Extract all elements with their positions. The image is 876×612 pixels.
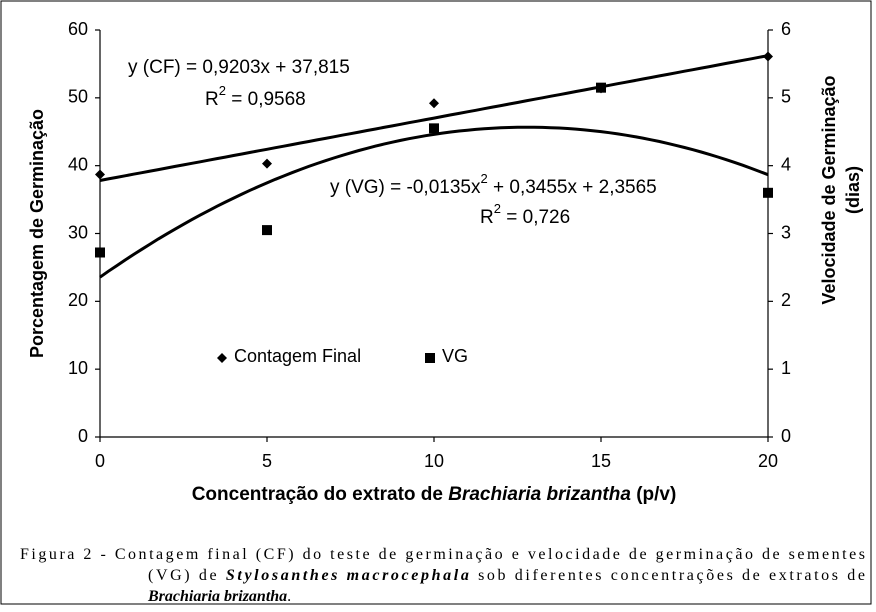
y-axis-label: Porcentagem de Germinação <box>27 109 47 358</box>
caption-line: Figura 2 - Contagem final (CF) do teste … <box>20 546 865 563</box>
x-axis-label-part: Brachiaria brizantha <box>448 484 631 505</box>
annotation-sup: 2 <box>480 171 487 186</box>
point <box>262 158 272 169</box>
legend-marker <box>217 353 227 363</box>
legend-label: VG <box>442 346 468 366</box>
caption-line: (VG) de Stylosanthes macrocephala sob di… <box>148 567 865 584</box>
caption-text: Stylosanthes macrocephala <box>226 567 469 584</box>
point <box>763 187 773 198</box>
y-tick-label: 20 <box>68 290 88 310</box>
x-tick-label: 0 <box>95 451 105 471</box>
x-tick-label: 10 <box>424 451 444 471</box>
x-axis-label-part: (p/v) <box>631 484 676 505</box>
annotation-text: R <box>480 207 494 228</box>
annotation-text: y (VG) = -0,0135x <box>330 177 481 198</box>
caption-text: Brachiaria brizantha <box>147 588 287 605</box>
y2-tick-label: 4 <box>781 154 791 174</box>
y-tick-label: 40 <box>68 154 88 174</box>
y2-tick-label: 6 <box>781 19 791 39</box>
trendline <box>99 54 769 182</box>
y2-tick-label: 2 <box>781 290 791 310</box>
y-tick-label: 0 <box>78 426 88 446</box>
y-tick-label: 60 <box>68 19 88 39</box>
annotation: y (CF) = 0,9203x + 37,815 <box>128 57 350 78</box>
x-tick-label: 5 <box>262 451 272 471</box>
point <box>429 123 439 134</box>
annotation-text: y (CF) = 0,9203x + 37,815 <box>128 57 350 78</box>
annotation: R2 = 0,726 <box>480 201 570 228</box>
point <box>429 98 439 109</box>
x-axis-label: Concentração do extrato de Brachiaria br… <box>192 484 677 505</box>
point <box>262 225 272 236</box>
annotation: R2 = 0,9568 <box>205 83 306 110</box>
caption-text: (VG) de <box>148 567 223 584</box>
x-tick-label: 15 <box>591 451 611 471</box>
y-tick-label: 30 <box>68 222 88 242</box>
y-tick-label: 50 <box>68 87 88 107</box>
y-tick-label: 10 <box>68 358 88 378</box>
y2-tick-label: 5 <box>781 87 791 107</box>
point <box>95 247 105 258</box>
point <box>95 169 105 180</box>
annotation: y (VG) = -0,0135x2 + 0,3455x + 2,3565 <box>330 171 657 198</box>
y2-tick-label: 3 <box>781 222 791 242</box>
annotation-sup: 2 <box>494 201 501 216</box>
legend-label: Contagem Final <box>234 346 361 366</box>
y2-tick-label: 1 <box>781 358 791 378</box>
caption-text: Figura 2 - Contagem final (CF) do teste … <box>20 546 865 563</box>
point <box>596 82 606 93</box>
caption-text: sob diferentes concentrações de extratos… <box>471 567 865 584</box>
annotation-rest: = 0,9568 <box>226 89 306 110</box>
x-tick-label: 20 <box>758 451 778 471</box>
annotation-rest: + 0,3455x + 2,3565 <box>488 177 657 198</box>
y2-axis-label: Velocidade de Germinação <box>819 75 839 304</box>
point <box>763 51 773 62</box>
annotation-text: R <box>205 89 219 110</box>
annotation-rest: = 0,726 <box>501 207 570 228</box>
caption-text: . <box>287 588 291 605</box>
caption-line: Brachiaria brizantha. <box>147 588 291 605</box>
legend-marker <box>425 353 435 363</box>
x-axis-label-part: Concentração do extrato de <box>192 484 449 505</box>
annotation-sup: 2 <box>219 83 226 98</box>
y2-axis-label: (dias) <box>843 166 863 214</box>
y2-tick-label: 0 <box>781 426 791 446</box>
trendline <box>99 125 769 279</box>
